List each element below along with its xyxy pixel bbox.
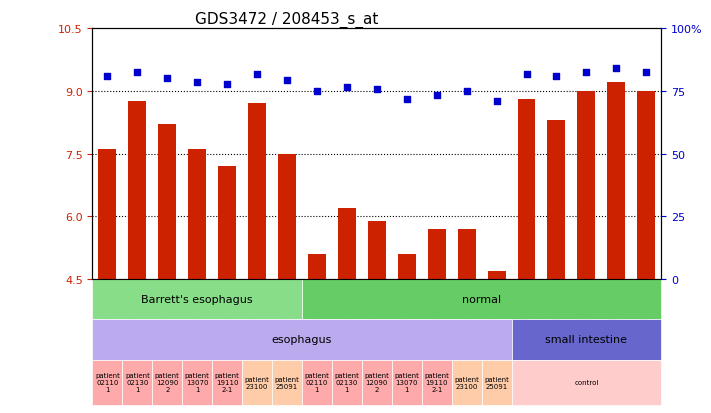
FancyBboxPatch shape — [302, 280, 661, 320]
Text: esophagus: esophagus — [272, 335, 332, 344]
Text: patient
12090
2: patient 12090 2 — [155, 372, 180, 392]
Text: small intestine: small intestine — [545, 335, 627, 344]
FancyBboxPatch shape — [332, 360, 362, 405]
Point — [161, 76, 173, 82]
Point — [252, 71, 263, 78]
Point — [191, 80, 203, 86]
Text: patient
19110
2-1: patient 19110 2-1 — [215, 372, 240, 392]
Bar — [518, 100, 535, 280]
Point — [341, 84, 353, 91]
FancyBboxPatch shape — [392, 360, 422, 405]
Bar — [98, 150, 117, 280]
Text: individual: individual — [0, 412, 1, 413]
Bar — [248, 104, 266, 280]
FancyBboxPatch shape — [422, 360, 451, 405]
FancyBboxPatch shape — [242, 360, 272, 405]
Point — [641, 69, 652, 76]
FancyBboxPatch shape — [481, 360, 511, 405]
Bar — [188, 150, 206, 280]
Text: disease state: disease state — [0, 412, 1, 413]
Text: Barrett's esophagus: Barrett's esophagus — [141, 294, 253, 304]
Bar — [488, 271, 506, 280]
Point — [611, 65, 622, 72]
Point — [311, 88, 323, 95]
Bar — [278, 154, 296, 280]
Point — [371, 86, 383, 93]
Bar — [159, 125, 176, 280]
Text: patient
02110
1: patient 02110 1 — [304, 372, 329, 392]
Point — [551, 74, 562, 80]
Text: patient
13070
1: patient 13070 1 — [185, 372, 210, 392]
Bar — [637, 92, 656, 280]
FancyBboxPatch shape — [212, 360, 242, 405]
FancyBboxPatch shape — [272, 360, 302, 405]
Point — [431, 93, 442, 99]
Text: patient
23100: patient 23100 — [454, 376, 479, 389]
Text: patient
25091: patient 25091 — [484, 376, 509, 389]
Bar — [397, 254, 416, 280]
Text: patient
13070
1: patient 13070 1 — [395, 372, 419, 392]
Text: patient
12090
2: patient 12090 2 — [365, 372, 389, 392]
Bar — [218, 167, 236, 280]
Text: tissue: tissue — [0, 412, 1, 413]
Point — [491, 99, 502, 105]
Bar — [458, 229, 476, 280]
Text: patient
02130
1: patient 02130 1 — [334, 372, 359, 392]
Text: patient
25091: patient 25091 — [274, 376, 299, 389]
Point — [521, 71, 533, 78]
Bar — [308, 254, 326, 280]
Text: control: control — [574, 379, 599, 385]
Point — [401, 97, 412, 103]
FancyBboxPatch shape — [92, 280, 302, 320]
Text: patient
23100: patient 23100 — [245, 376, 269, 389]
Point — [461, 88, 472, 95]
Bar — [338, 209, 356, 280]
FancyBboxPatch shape — [92, 320, 511, 360]
FancyBboxPatch shape — [362, 360, 392, 405]
Bar — [547, 121, 565, 280]
Point — [102, 74, 113, 80]
Bar — [577, 92, 595, 280]
FancyBboxPatch shape — [182, 360, 212, 405]
Point — [282, 78, 293, 84]
FancyBboxPatch shape — [92, 360, 122, 405]
Point — [581, 69, 592, 76]
Text: normal: normal — [462, 294, 501, 304]
Point — [132, 69, 143, 76]
Text: patient
19110
2-1: patient 19110 2-1 — [424, 372, 449, 392]
FancyBboxPatch shape — [511, 360, 661, 405]
Bar — [607, 83, 625, 280]
Bar — [368, 221, 386, 280]
Text: GDS3472 / 208453_s_at: GDS3472 / 208453_s_at — [195, 12, 378, 28]
Point — [221, 82, 232, 88]
FancyBboxPatch shape — [122, 360, 152, 405]
FancyBboxPatch shape — [511, 320, 661, 360]
FancyBboxPatch shape — [302, 360, 332, 405]
FancyBboxPatch shape — [152, 360, 182, 405]
Text: patient
02110
1: patient 02110 1 — [95, 372, 120, 392]
Bar — [428, 229, 446, 280]
FancyBboxPatch shape — [451, 360, 481, 405]
Bar — [129, 102, 146, 280]
Text: patient
02130
1: patient 02130 1 — [125, 372, 150, 392]
